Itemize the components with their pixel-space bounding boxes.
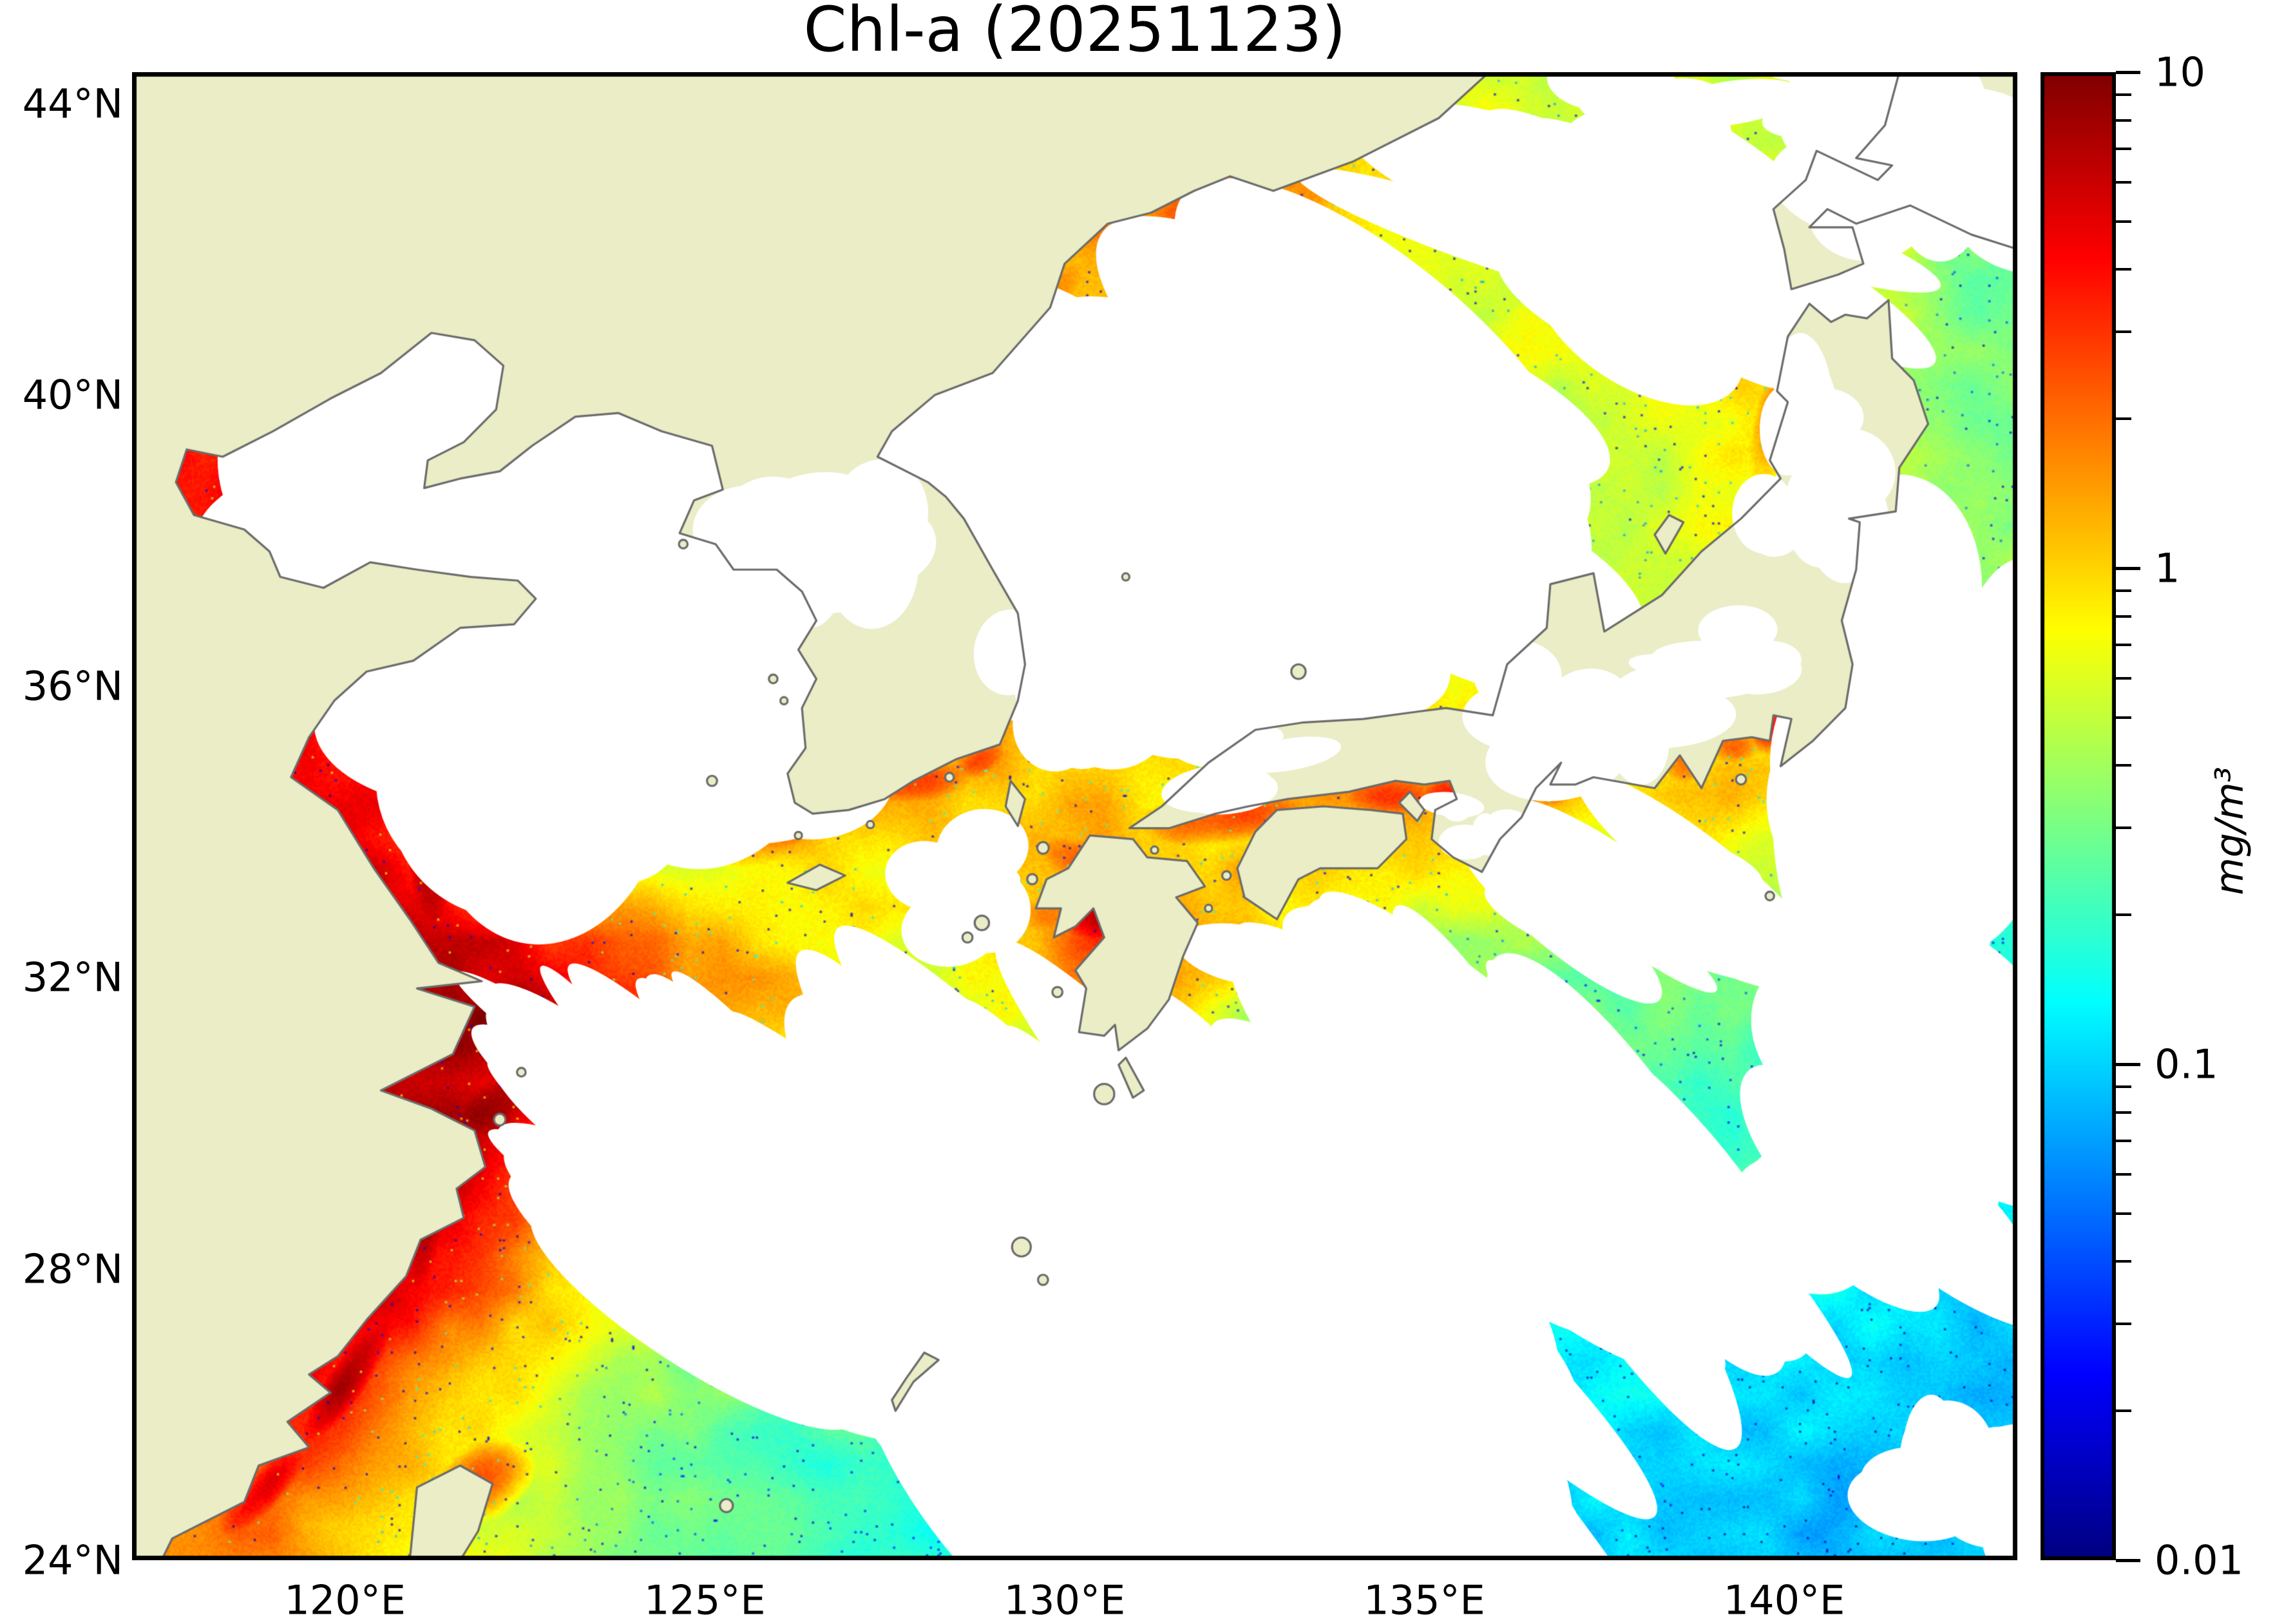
colorbar-minor-tick (2116, 644, 2131, 647)
x-tick-label-125e: 125°E (644, 1576, 766, 1624)
colorbar-major-tick-1 (2116, 566, 2140, 570)
colorbar-minor-tick (2116, 1322, 2131, 1325)
colorbar-tick-label-0.1: 0.1 (2155, 1040, 2218, 1088)
x-tick-label-140e: 140°E (1723, 1576, 1845, 1624)
colorbar-tick-label-1: 1 (2155, 544, 2180, 592)
colorbar-major-tick-10 (2116, 70, 2140, 74)
colorbar-gradient-canvas (2041, 72, 2116, 1560)
x-tick-label-135e: 135°E (1364, 1576, 1485, 1624)
y-tick-label-32n: 32°N (22, 953, 123, 1001)
colorbar-minor-tick (2116, 676, 2131, 680)
colorbar-minor-tick (2116, 1212, 2131, 1215)
y-tick-label-28n: 28°N (22, 1245, 123, 1293)
colorbar-minor-tick (2116, 180, 2131, 184)
colorbar-minor-tick (2116, 1409, 2131, 1413)
y-tick-label-36n: 36°N (22, 662, 123, 710)
chl-map-canvas (132, 72, 2017, 1560)
colorbar-minor-tick (2116, 764, 2131, 767)
y-tick-label-40n: 40°N (22, 371, 123, 419)
colorbar-minor-tick (2116, 826, 2131, 829)
y-tick-label-24n: 24°N (22, 1536, 123, 1584)
map-plot-area (132, 72, 2017, 1560)
colorbar-minor-tick (2116, 615, 2131, 618)
colorbar-major-tick-0.01 (2116, 1558, 2140, 1562)
colorbar-minor-tick (2116, 1085, 2131, 1089)
colorbar-minor-tick (2116, 119, 2131, 122)
colorbar-unit-label: mg/m³ (2207, 767, 2252, 895)
colorbar-tick-label-0.01: 0.01 (2155, 1536, 2244, 1584)
colorbar-minor-tick (2116, 330, 2131, 333)
colorbar-minor-tick (2116, 93, 2131, 97)
colorbar-minor-tick (2116, 913, 2131, 917)
colorbar-major-tick-0.1 (2116, 1062, 2140, 1066)
colorbar (2041, 72, 2116, 1560)
colorbar-minor-tick (2116, 1260, 2131, 1263)
chart-title: Chl-a (20251123) (803, 0, 1346, 66)
x-tick-label-130e: 130°E (1004, 1576, 1126, 1624)
y-tick-label-44n: 44°N (22, 80, 123, 128)
colorbar-minor-tick (2116, 1111, 2131, 1114)
colorbar-minor-tick (2116, 268, 2131, 271)
colorbar-minor-tick (2116, 148, 2131, 151)
colorbar-minor-tick (2116, 716, 2131, 719)
colorbar-minor-tick (2116, 1172, 2131, 1176)
colorbar-minor-tick (2116, 417, 2131, 421)
x-tick-label-120e: 120°E (284, 1576, 406, 1624)
colorbar-minor-tick (2116, 220, 2131, 223)
colorbar-minor-tick (2116, 589, 2131, 593)
colorbar-minor-tick (2116, 1140, 2131, 1143)
colorbar-tick-label-10: 10 (2155, 48, 2205, 96)
